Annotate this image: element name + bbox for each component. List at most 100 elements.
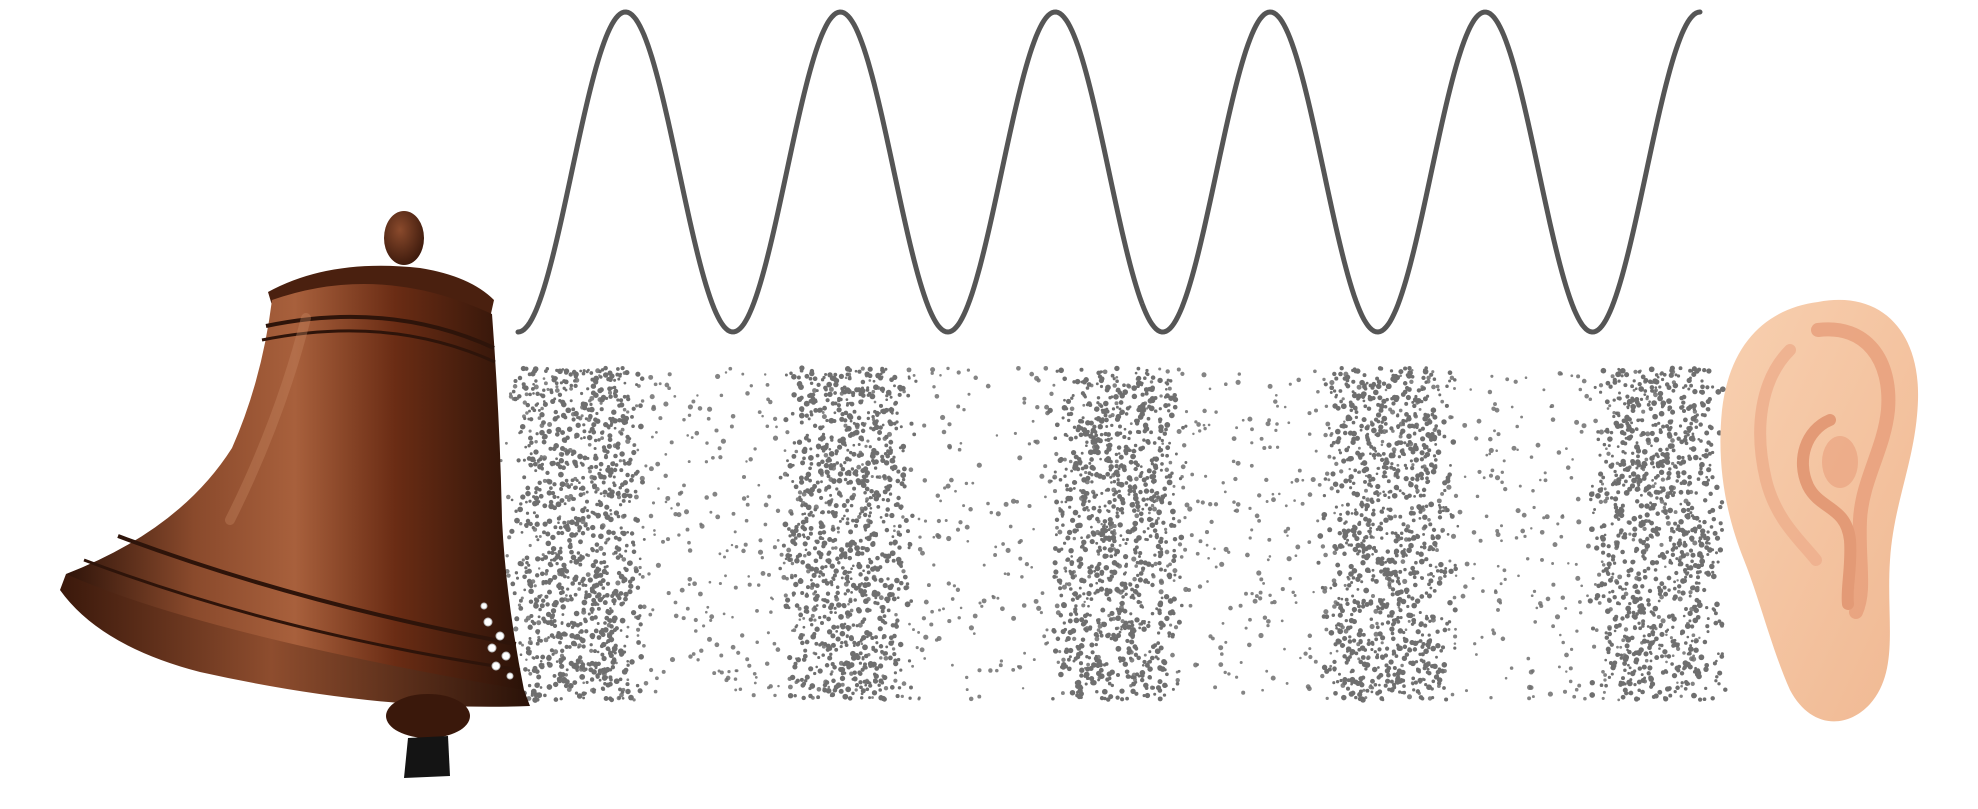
air-particle xyxy=(1445,384,1449,388)
air-particle xyxy=(599,468,602,472)
air-particle xyxy=(1683,434,1688,439)
air-particle xyxy=(1693,693,1697,698)
air-particle xyxy=(1158,589,1164,595)
air-particle xyxy=(577,581,582,586)
air-particle xyxy=(1642,569,1647,574)
air-particle xyxy=(867,373,873,379)
air-particle xyxy=(1691,371,1697,377)
air-particle xyxy=(1322,493,1327,498)
air-particle xyxy=(1159,547,1163,551)
air-particle xyxy=(1380,439,1385,444)
air-particle xyxy=(896,587,901,591)
air-particle xyxy=(1638,386,1645,392)
air-particle xyxy=(1600,536,1606,542)
air-particle xyxy=(1638,503,1645,509)
air-particle xyxy=(1641,664,1647,670)
air-particle xyxy=(1171,687,1175,691)
air-particle xyxy=(1397,455,1402,459)
air-particle xyxy=(590,548,596,553)
air-particle xyxy=(786,459,789,463)
air-particle xyxy=(1413,457,1419,463)
air-particle xyxy=(603,682,607,686)
air-particle xyxy=(1361,417,1367,423)
air-particle xyxy=(1095,588,1100,594)
air-particle xyxy=(1598,383,1604,388)
air-particle xyxy=(1453,566,1458,572)
air-particle xyxy=(601,480,606,485)
air-particle xyxy=(1396,440,1402,445)
air-particle xyxy=(866,502,872,508)
air-particle xyxy=(590,524,596,531)
air-particle xyxy=(1687,530,1691,534)
air-particle xyxy=(1096,370,1101,376)
air-particle xyxy=(534,439,538,444)
air-particle xyxy=(1130,623,1135,628)
air-particle xyxy=(1378,424,1384,430)
air-particle xyxy=(1172,396,1179,403)
air-particle xyxy=(1616,645,1619,649)
air-particle xyxy=(1679,671,1685,676)
air-particle xyxy=(1689,511,1693,515)
air-particle xyxy=(1054,499,1060,505)
air-particle xyxy=(1165,672,1169,677)
air-particle xyxy=(1141,497,1146,502)
air-particle xyxy=(1082,506,1087,512)
air-particle xyxy=(825,647,830,652)
air-particle xyxy=(1354,536,1360,542)
air-particle xyxy=(831,576,835,580)
air-particle xyxy=(1422,545,1427,550)
air-particle xyxy=(1146,416,1151,421)
air-particle xyxy=(1410,565,1416,571)
air-particle xyxy=(1617,517,1621,521)
air-particle xyxy=(1058,586,1063,591)
air-particle xyxy=(1105,407,1109,411)
air-particle xyxy=(604,666,611,673)
air-particle xyxy=(1410,596,1415,601)
air-particle xyxy=(843,477,848,482)
air-particle xyxy=(1339,366,1344,371)
air-particle xyxy=(1086,590,1092,597)
air-particle xyxy=(803,605,809,611)
air-particle xyxy=(845,398,849,401)
air-particle xyxy=(1581,423,1587,429)
air-particle xyxy=(1153,456,1160,462)
air-particle xyxy=(1481,589,1485,593)
air-particle xyxy=(766,631,770,635)
air-particle xyxy=(1079,617,1085,623)
air-particle xyxy=(1427,633,1431,637)
air-particle xyxy=(1637,621,1641,625)
air-particle xyxy=(1080,489,1086,495)
air-particle xyxy=(1493,402,1497,407)
air-particle xyxy=(1349,486,1353,490)
air-particle xyxy=(1368,600,1374,606)
air-particle xyxy=(535,432,539,436)
air-particle xyxy=(599,430,605,435)
air-particle xyxy=(1122,538,1125,541)
air-particle xyxy=(1403,441,1407,445)
air-particle xyxy=(1688,447,1692,450)
air-particle xyxy=(531,656,535,660)
air-particle xyxy=(1415,401,1419,405)
air-particle xyxy=(528,435,533,441)
air-particle xyxy=(1634,387,1638,391)
air-particle xyxy=(1091,505,1097,511)
air-particle xyxy=(1382,461,1388,466)
air-particle xyxy=(1078,650,1084,656)
air-particle xyxy=(1436,429,1442,434)
air-particle xyxy=(1406,416,1412,422)
air-particle xyxy=(1575,496,1581,502)
air-particle xyxy=(882,614,887,618)
air-particle xyxy=(1619,430,1625,435)
air-particle xyxy=(1698,422,1703,427)
air-particle xyxy=(563,502,567,506)
air-particle xyxy=(1172,553,1177,559)
air-particle xyxy=(835,487,839,491)
air-particle xyxy=(602,600,608,606)
air-particle xyxy=(1589,497,1593,502)
air-particle xyxy=(1118,630,1122,634)
air-particle xyxy=(901,466,907,472)
air-particle xyxy=(1414,484,1419,489)
air-particle xyxy=(1138,571,1144,576)
air-particle xyxy=(620,514,626,519)
air-particle xyxy=(1442,505,1445,509)
